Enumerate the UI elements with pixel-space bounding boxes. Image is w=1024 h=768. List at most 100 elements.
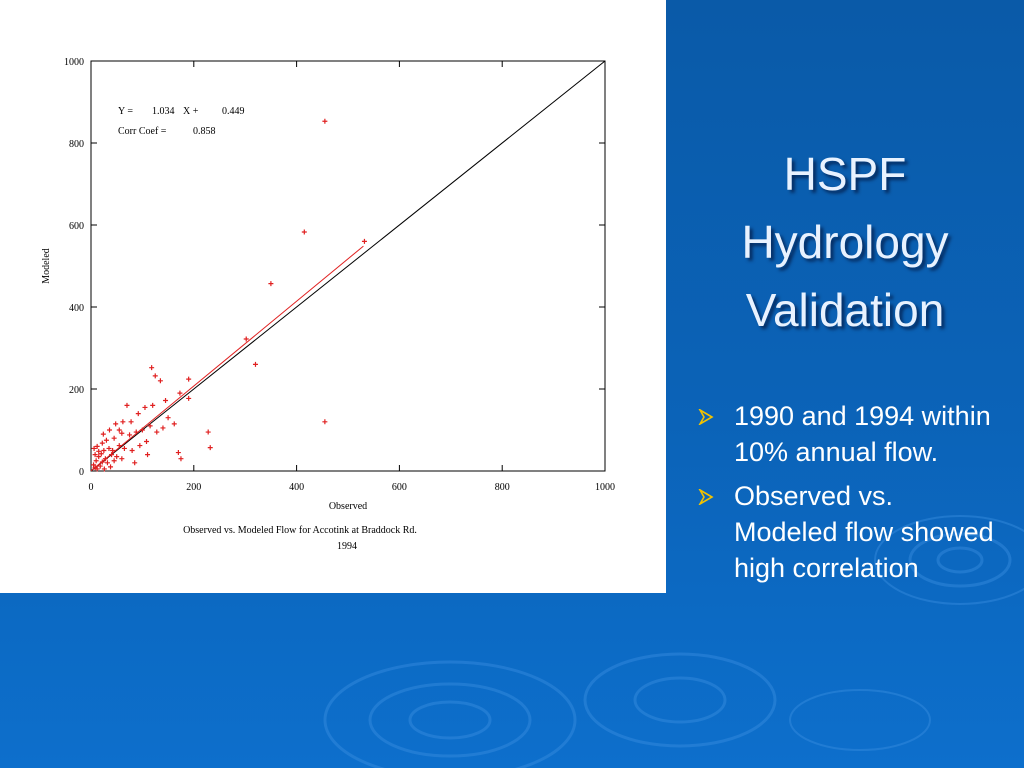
data-point	[121, 445, 127, 451]
data-point	[137, 443, 143, 449]
data-point	[116, 443, 122, 449]
data-point	[116, 427, 122, 433]
data-point	[108, 464, 114, 470]
data-point	[178, 456, 184, 462]
x-tick-label: 800	[495, 482, 510, 493]
chart-caption: Observed vs. Modeled Flow for Accotink a…	[183, 525, 417, 536]
data-point	[133, 429, 139, 435]
data-point	[119, 430, 125, 436]
corr-label: Corr Coef =	[118, 126, 167, 137]
chart-panel: 0 200 400 600 800 1000 0 200 400 600 800 1000 Y = 1.0…	[41, 57, 615, 552]
data-point	[160, 425, 166, 431]
data-point	[163, 397, 169, 403]
data-point	[147, 423, 153, 429]
data-point	[171, 421, 177, 427]
title-line: Validation	[745, 284, 945, 336]
scatter-chart: 0 200 400 600 800 1000 0 200 400 600 800 1000 Y = 1.0…	[41, 57, 615, 552]
data-point	[102, 456, 108, 462]
data-point	[120, 419, 126, 425]
data-point	[124, 402, 130, 408]
data-point	[106, 445, 112, 451]
data-point	[101, 448, 107, 453]
corr-value: 0.858	[193, 126, 216, 137]
arrow-bullet-icon	[698, 489, 714, 505]
data-point	[145, 452, 151, 458]
chart-caption-year: 1994	[337, 541, 357, 552]
data-point	[135, 411, 141, 417]
data-point	[177, 390, 183, 396]
equation-intercept: 0.449	[222, 106, 245, 117]
data-point	[165, 415, 171, 421]
data-point	[98, 451, 104, 457]
data-point	[91, 445, 97, 451]
data-point	[99, 440, 105, 446]
data-point	[186, 395, 192, 401]
data-point	[92, 452, 98, 458]
slide-title: HSPF Hydrology Validation	[690, 140, 1000, 344]
data-point	[110, 448, 116, 453]
data-point	[152, 373, 158, 379]
data-point	[361, 238, 367, 244]
data-point	[94, 466, 100, 472]
data-point	[111, 435, 117, 441]
data-point	[113, 421, 119, 427]
y-tick-label: 200	[69, 385, 84, 396]
bullet-item: 1990 and 1994 within 10% annual flow.	[698, 398, 998, 470]
data-point	[322, 118, 328, 124]
data-point	[100, 431, 106, 437]
data-point	[144, 438, 150, 444]
data-point	[96, 448, 102, 454]
bullet-item: Observed vs. Modeled flow showed high co…	[698, 478, 998, 586]
data-point	[109, 452, 115, 458]
data-point	[207, 445, 213, 451]
data-point	[175, 450, 181, 456]
fit-line	[90, 245, 364, 472]
data-point	[101, 466, 107, 472]
plot-frame	[90, 60, 606, 472]
equation-slope: 1.034	[152, 106, 175, 117]
data-point	[149, 365, 155, 371]
x-tick-label: 1000	[595, 482, 615, 493]
data-point	[111, 458, 117, 464]
data-point	[157, 378, 163, 384]
data-point	[96, 454, 102, 460]
y-tick-label: 600	[69, 221, 84, 232]
equation-x-term: X +	[183, 106, 199, 117]
x-tick-label: 600	[392, 482, 407, 493]
data-point	[205, 429, 211, 435]
data-point	[139, 427, 145, 433]
data-point	[91, 462, 97, 468]
data-point	[301, 229, 307, 235]
x-axis-label: Observed	[329, 501, 367, 512]
data-point	[127, 432, 133, 438]
y-tick-label: 1000	[64, 57, 84, 68]
bullet-text: Observed vs. Modeled flow showed high co…	[734, 481, 994, 583]
data-point	[186, 376, 192, 382]
data-point	[132, 460, 138, 466]
data-point	[104, 460, 110, 466]
data-point	[243, 336, 249, 342]
x-tick-label: 0	[89, 482, 94, 493]
y-tick-label: 400	[69, 303, 84, 314]
data-point	[150, 402, 156, 408]
reference-line	[90, 60, 606, 472]
y-axis-label: Modeled	[41, 248, 52, 284]
data-point	[93, 458, 99, 464]
data-point	[103, 437, 109, 443]
data-point	[119, 456, 125, 462]
data-point	[107, 427, 113, 433]
title-line: HSPF	[783, 148, 907, 200]
data-point	[97, 463, 103, 469]
data-point	[154, 429, 160, 435]
x-tick-label: 400	[289, 482, 304, 493]
data-point	[114, 454, 120, 460]
data-point	[252, 361, 258, 367]
bullet-list: 1990 and 1994 within 10% annual flow. Ob…	[698, 398, 998, 594]
title-line: Hydrology	[741, 216, 949, 268]
equation-label: Y =	[118, 106, 133, 117]
data-point	[142, 404, 148, 410]
bullet-text: 1990 and 1994 within 10% annual flow.	[734, 401, 991, 467]
data-point	[128, 419, 134, 425]
